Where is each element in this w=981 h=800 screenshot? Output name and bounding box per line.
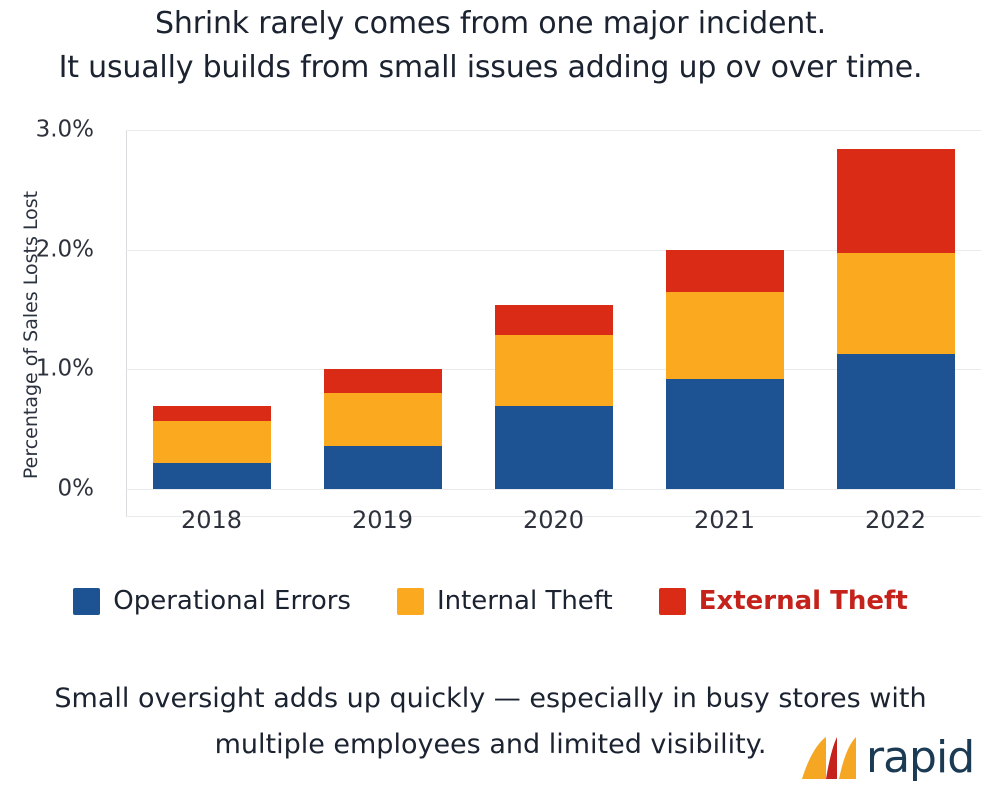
bar-segment[interactable] <box>152 420 271 463</box>
bar-group[interactable] <box>323 130 442 516</box>
y-axis-tick-label: 1.0% <box>35 355 94 382</box>
stacked-bar-chart: Percentage of Sales Losts Lost 0% 1.0% 2.0… <box>0 108 981 568</box>
bar-segment[interactable] <box>836 253 955 354</box>
bar-group[interactable] <box>665 130 784 516</box>
legend-swatch-icon <box>658 587 686 615</box>
bar-group[interactable] <box>152 130 271 516</box>
legend-swatch-icon <box>73 587 101 615</box>
y-axis-title: Percentage of Sales Losts Lost <box>20 190 42 480</box>
legend-item[interactable]: Operational Errors <box>73 586 351 616</box>
y-axis-tick-label: 2.0% <box>35 236 94 263</box>
rapid-flame-icon <box>800 735 862 781</box>
footer-line-1: Small oversight adds up quickly — especi… <box>54 683 927 714</box>
bar-segment[interactable] <box>665 291 784 379</box>
y-axis-tick-label: 0% <box>57 475 95 502</box>
rapid-logo: rapid <box>800 732 975 783</box>
y-axis-line <box>126 130 127 516</box>
x-axis-line <box>126 516 981 517</box>
plot-area <box>126 130 981 517</box>
bar-segment[interactable] <box>494 334 613 407</box>
chart-legend: Operational Errors Internal Theft External… <box>0 586 981 616</box>
gridline <box>126 249 981 251</box>
bar-group[interactable] <box>836 130 955 516</box>
bar-segment[interactable] <box>323 393 442 446</box>
bar-segment[interactable] <box>494 304 613 335</box>
headline-line-2: It usually builds from small issues addi… <box>58 50 923 85</box>
bar-group[interactable] <box>494 130 613 516</box>
footer-caption: Small oversight adds up quickly — especi… <box>0 676 981 768</box>
bar-segment[interactable] <box>665 378 784 489</box>
x-axis-tick-label: 2021 <box>693 506 756 534</box>
headline-line-1: Shrink rarely comes from one major incid… <box>155 6 826 41</box>
legend-swatch-icon <box>396 587 424 615</box>
x-axis-tick-label: 2020 <box>522 506 585 534</box>
bar-segment[interactable] <box>494 406 613 489</box>
bar-segment[interactable] <box>152 406 271 421</box>
footer-line-2: multiple employees and limited visibilit… <box>214 729 767 760</box>
legend-label: Internal Theft <box>436 586 613 616</box>
y-axis-tick-label: 3.0% <box>35 116 94 143</box>
gridline <box>126 130 981 131</box>
bar-segment[interactable] <box>836 353 955 489</box>
bar-segment[interactable] <box>323 445 442 489</box>
bar-segment[interactable] <box>836 149 955 254</box>
legend-label: External Theft <box>698 586 908 616</box>
x-axis-tick-label: 2018 <box>180 506 243 534</box>
headline: Shrink rarely comes from one major incid… <box>0 0 981 90</box>
x-axis-tick-label: 2019 <box>351 506 414 534</box>
bar-segment[interactable] <box>323 369 442 394</box>
legend-item[interactable]: Internal Theft <box>396 586 613 616</box>
bar-segment[interactable] <box>152 462 271 489</box>
logo-wordmark: rapid <box>866 732 975 783</box>
gridline <box>126 489 981 490</box>
legend-item[interactable]: External Theft <box>658 586 908 616</box>
x-axis-tick-label: 2022 <box>864 506 927 534</box>
legend-label: Operational Errors <box>113 586 351 616</box>
bar-segment[interactable] <box>665 249 784 292</box>
